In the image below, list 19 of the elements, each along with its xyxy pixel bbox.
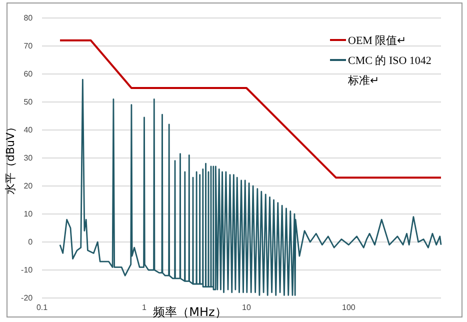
legend-label: CMC 的 ISO 1042 标准↵ [347, 55, 432, 87]
x-tick-label: 0.1 [36, 302, 48, 312]
x-tick-label: 1 [142, 302, 147, 312]
y-tick-label: 10 [24, 210, 34, 219]
y-tick-label: 70 [24, 42, 34, 51]
y-tick-label: -20 [21, 294, 34, 303]
y-tick-label: 20 [24, 182, 34, 191]
y-axis-title: 水平（dBuV） [4, 121, 17, 195]
legend-label: OEM 限值↵ [348, 35, 406, 47]
x-tick-label: 100 [342, 302, 356, 312]
y-tick-label: 30 [24, 154, 34, 163]
x-tick-label: 10 [242, 302, 252, 312]
y-tick-label: 60 [24, 70, 34, 79]
y-tick-label: 50 [24, 98, 34, 107]
y-tick-label: -10 [21, 266, 34, 275]
y-tick-label: 40 [24, 126, 34, 135]
y-tick-label: 0 [28, 238, 34, 247]
y-tick-label: 80 [24, 14, 34, 23]
x-axis-title: 频率（MHz） [153, 305, 227, 319]
